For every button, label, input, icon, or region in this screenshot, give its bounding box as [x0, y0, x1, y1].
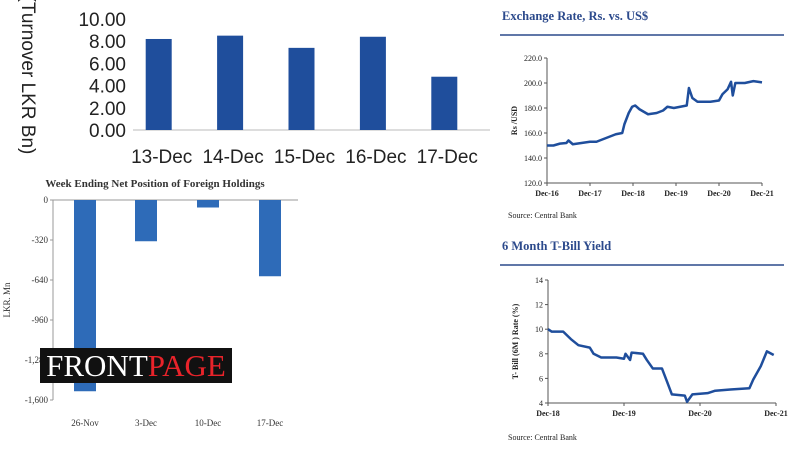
y-tick-label: 10 — [535, 325, 543, 334]
x-tick-label: Dec-21 — [764, 409, 788, 418]
x-tick-label: 14-Dec — [202, 147, 263, 168]
bar-13-Dec — [145, 38, 172, 131]
x-tick-label: 26-Nov — [71, 418, 99, 428]
bar-17-Dec — [259, 200, 281, 277]
x-tick-label: Dec-18 — [621, 189, 645, 198]
y-axis-label: T- Bill (6M ) Rate (%) — [511, 303, 520, 379]
x-tick-label: 3-Dec — [135, 418, 157, 428]
x-tick-label: 17-Dec — [257, 418, 284, 428]
chart-title: Exchange Rate, Rs. vs. US$ — [502, 9, 648, 23]
y-tick-label: 140.0 — [524, 154, 542, 163]
bar-26-Nov — [74, 200, 96, 392]
source-note: Source: Central Bank — [508, 211, 577, 220]
y-tick-label: 6 — [539, 374, 543, 383]
y-tick-label: 200.0 — [524, 79, 542, 88]
x-tick-label: 13-Dec — [131, 147, 192, 168]
frontpage-logo: FRONTPAGE — [40, 348, 232, 383]
x-tick-label: 15-Dec — [274, 147, 335, 168]
y-tick-label: 180.0 — [524, 104, 542, 113]
logo-text-page: PAGE — [147, 348, 226, 383]
x-tick-label: 16-Dec — [345, 147, 406, 168]
y-axis-label: (Turnover LKR Bn) — [17, 0, 38, 154]
y-tick-label: 12 — [535, 301, 543, 310]
y-tick-label: 4 — [539, 399, 543, 408]
y-tick-label: 120.0 — [524, 179, 542, 188]
y-tick-label: -1,600 — [25, 395, 49, 405]
bar-10-Dec — [197, 200, 219, 208]
y-tick-label: 160.0 — [524, 129, 542, 138]
logo-text-front: FRONT — [46, 348, 148, 383]
chart-title: Week Ending Net Position of Foreign Hold… — [45, 178, 265, 190]
y-tick-label: 8 — [539, 350, 543, 359]
y-tick-label: 10.00 — [78, 10, 126, 31]
series-line-fx — [547, 79, 763, 147]
y-tick-label: -640 — [32, 275, 49, 285]
bar-15-Dec — [288, 47, 315, 130]
x-tick-label: Dec-20 — [688, 409, 712, 418]
y-axis-label: Rs /USD — [510, 106, 519, 135]
x-tick-label: Dec-20 — [707, 189, 731, 198]
x-tick-label: Dec-18 — [536, 409, 560, 418]
y-tick-label: -960 — [32, 315, 49, 325]
chart-title: 6 Month T-Bill Yield — [502, 239, 611, 253]
bar-14-Dec — [217, 35, 244, 130]
y-tick-label: 0.00 — [89, 121, 126, 142]
x-tick-label: Dec-21 — [750, 189, 774, 198]
bar-17-Dec — [431, 76, 458, 130]
y-tick-label: 2.00 — [89, 99, 126, 120]
y-tick-label: 4.00 — [89, 77, 126, 98]
series-line-tbill — [547, 328, 775, 404]
y-tick-label: 8.00 — [89, 32, 126, 53]
bar-16-Dec — [359, 36, 386, 131]
x-tick-label: Dec-19 — [612, 409, 636, 418]
y-tick-label: -1,280 — [25, 355, 49, 365]
y-tick-label: 6.00 — [89, 54, 126, 75]
x-tick-label: 10-Dec — [195, 418, 222, 428]
x-tick-label: Dec-17 — [578, 189, 602, 198]
x-tick-label: Dec-19 — [664, 189, 688, 198]
source-note: Source: Central Bank — [508, 433, 577, 442]
y-tick-label: 0 — [44, 195, 49, 205]
x-tick-label: 17-Dec — [417, 147, 478, 168]
y-axis-label: LKR. Mn — [2, 282, 12, 318]
y-tick-label: -320 — [32, 235, 49, 245]
x-tick-label: Dec-16 — [535, 189, 559, 198]
bar-3-Dec — [135, 200, 157, 242]
y-tick-label: 220.0 — [524, 54, 542, 63]
y-tick-label: 14 — [535, 276, 543, 285]
